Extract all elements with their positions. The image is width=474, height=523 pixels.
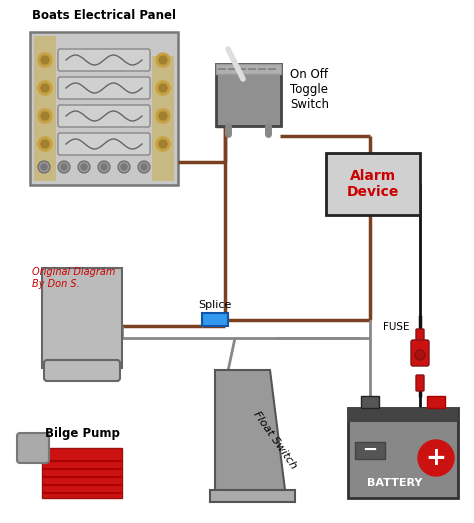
Circle shape	[156, 53, 170, 67]
Circle shape	[41, 164, 47, 170]
FancyBboxPatch shape	[42, 448, 122, 498]
FancyBboxPatch shape	[216, 64, 281, 74]
FancyBboxPatch shape	[58, 133, 150, 155]
Text: Boats Electrical Panel: Boats Electrical Panel	[32, 9, 176, 22]
FancyBboxPatch shape	[416, 329, 424, 343]
Circle shape	[98, 161, 110, 173]
Circle shape	[138, 161, 150, 173]
FancyBboxPatch shape	[348, 408, 458, 498]
Circle shape	[159, 56, 167, 64]
FancyBboxPatch shape	[416, 375, 424, 391]
Circle shape	[38, 53, 52, 67]
Circle shape	[78, 161, 90, 173]
Text: +: +	[426, 446, 447, 470]
Circle shape	[38, 109, 52, 123]
Circle shape	[156, 137, 170, 151]
FancyBboxPatch shape	[34, 36, 56, 181]
Circle shape	[159, 84, 167, 92]
FancyBboxPatch shape	[427, 396, 445, 408]
Text: BATTERY: BATTERY	[367, 478, 423, 488]
Polygon shape	[210, 490, 295, 502]
Text: Alarm
Device: Alarm Device	[347, 169, 399, 199]
Circle shape	[159, 112, 167, 120]
Circle shape	[38, 81, 52, 95]
Circle shape	[38, 137, 52, 151]
FancyBboxPatch shape	[44, 360, 120, 381]
Circle shape	[58, 161, 70, 173]
FancyBboxPatch shape	[58, 105, 150, 127]
FancyBboxPatch shape	[58, 49, 150, 71]
Text: Float Switch: Float Switch	[251, 410, 299, 471]
Text: Bilge Pump: Bilge Pump	[45, 426, 119, 439]
FancyBboxPatch shape	[42, 268, 122, 368]
Polygon shape	[215, 370, 285, 490]
Circle shape	[156, 109, 170, 123]
Text: On Off
Toggle
Switch: On Off Toggle Switch	[290, 69, 329, 111]
Circle shape	[41, 56, 49, 64]
Circle shape	[118, 161, 130, 173]
Circle shape	[121, 164, 127, 170]
Circle shape	[61, 164, 67, 170]
Circle shape	[81, 164, 87, 170]
FancyBboxPatch shape	[30, 32, 178, 185]
FancyBboxPatch shape	[152, 56, 174, 181]
Text: Splice: Splice	[198, 300, 232, 310]
Text: −: −	[363, 441, 378, 459]
Circle shape	[418, 440, 454, 476]
Circle shape	[38, 161, 50, 173]
FancyBboxPatch shape	[216, 64, 281, 126]
Circle shape	[156, 81, 170, 95]
FancyBboxPatch shape	[348, 408, 458, 422]
FancyBboxPatch shape	[202, 313, 228, 326]
Circle shape	[141, 164, 147, 170]
Circle shape	[41, 140, 49, 148]
Text: Original Diagram
By Don S.: Original Diagram By Don S.	[32, 267, 115, 289]
FancyBboxPatch shape	[361, 396, 379, 408]
FancyBboxPatch shape	[58, 77, 150, 99]
Circle shape	[41, 112, 49, 120]
Circle shape	[101, 164, 107, 170]
FancyBboxPatch shape	[326, 153, 420, 215]
FancyBboxPatch shape	[355, 442, 385, 459]
Text: FUSE: FUSE	[383, 322, 410, 332]
FancyBboxPatch shape	[17, 433, 49, 463]
FancyBboxPatch shape	[411, 340, 429, 366]
Circle shape	[415, 350, 425, 360]
Circle shape	[159, 140, 167, 148]
Circle shape	[41, 84, 49, 92]
